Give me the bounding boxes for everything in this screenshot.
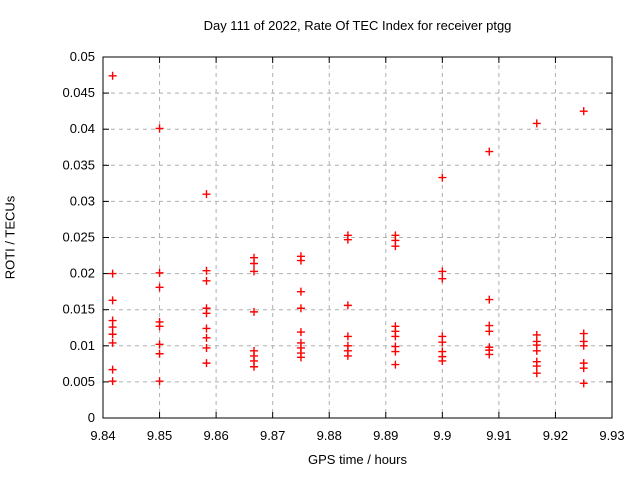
data-point-marker [296,304,305,313]
data-point-marker [296,328,305,337]
data-point-marker [532,362,541,371]
data-point-marker [438,274,447,283]
data-point-marker [296,287,305,296]
data-point-marker [438,338,447,347]
data-point-marker [485,327,494,336]
y-tick-label: 0.04 [70,121,95,136]
data-point-marker [108,269,117,278]
data-point-marker [155,322,164,331]
data-point-marker [108,296,117,305]
data-point-marker [343,235,352,244]
y-tick-label: 0.015 [62,302,95,317]
data-point-marker [108,323,117,332]
data-point-marker [391,242,400,251]
data-point-marker [579,329,588,338]
data-point-marker [202,343,211,352]
data-point-marker [108,71,117,80]
data-point-marker [579,364,588,373]
data-point-marker [202,190,211,199]
data-point-marker [155,340,164,349]
data-point-marker [343,332,352,341]
y-tick-label: 0.03 [70,193,95,208]
y-tick-label: 0 [88,410,95,425]
data-point-marker [391,332,400,341]
data-point-marker [202,276,211,285]
data-point-marker [485,350,494,359]
data-point-marker [250,267,259,276]
data-point-marker [485,147,494,156]
data-point-marker [155,283,164,292]
data-point-marker [485,295,494,304]
y-tick-label: 0.05 [70,49,95,64]
x-tick-label: 9.91 [486,428,511,443]
data-point-marker [202,333,211,342]
data-point-marker [438,173,447,182]
data-point-marker [250,259,259,268]
data-point-marker [250,307,259,316]
data-point-marker [343,351,352,360]
data-point-marker [202,359,211,368]
data-point-marker [202,309,211,318]
data-point-marker [108,377,117,386]
data-point-marker [532,346,541,355]
data-point-marker [108,338,117,347]
data-point-marker [108,330,117,339]
x-tick-label: 9.85 [147,428,172,443]
data-point-marker [343,301,352,310]
x-tick-label: 9.84 [90,428,115,443]
data-point-marker [155,268,164,277]
data-point-marker [532,369,541,378]
data-point-marker [532,119,541,128]
y-tick-label: 0.01 [70,338,95,353]
data-point-marker [579,379,588,388]
data-point-marker [296,256,305,265]
data-point-marker [155,349,164,358]
y-tick-label: 0.025 [62,230,95,245]
chart-title: Day 111 of 2022, Rate Of TEC Index for r… [203,18,512,33]
y-tick-label: 0.045 [62,85,95,100]
data-point-marker [438,356,447,365]
data-point-marker [108,365,117,374]
data-point-marker [296,353,305,362]
data-point-marker [155,124,164,133]
x-tick-label: 9.93 [599,428,624,443]
data-point-marker [391,360,400,369]
x-tick-label: 9.92 [543,428,568,443]
x-tick-label: 9.87 [260,428,285,443]
y-tick-label: 0.02 [70,266,95,281]
y-tick-label: 0.035 [62,157,95,172]
x-axis-label: GPS time / hours [308,452,407,467]
x-tick-label: 9.88 [317,428,342,443]
data-point-marker [438,267,447,276]
data-point-marker [579,107,588,116]
data-point-marker [202,324,211,333]
y-tick-label: 0.005 [62,374,95,389]
data-point-marker [202,266,211,275]
data-point-marker [155,377,164,386]
x-tick-label: 9.89 [373,428,398,443]
x-tick-label: 9.86 [203,428,228,443]
data-point-marker [250,362,259,371]
data-point-marker [391,347,400,356]
y-axis-label: ROTI / TECUs [2,195,18,280]
x-tick-label: 9.9 [433,428,451,443]
data-point-marker [579,341,588,350]
